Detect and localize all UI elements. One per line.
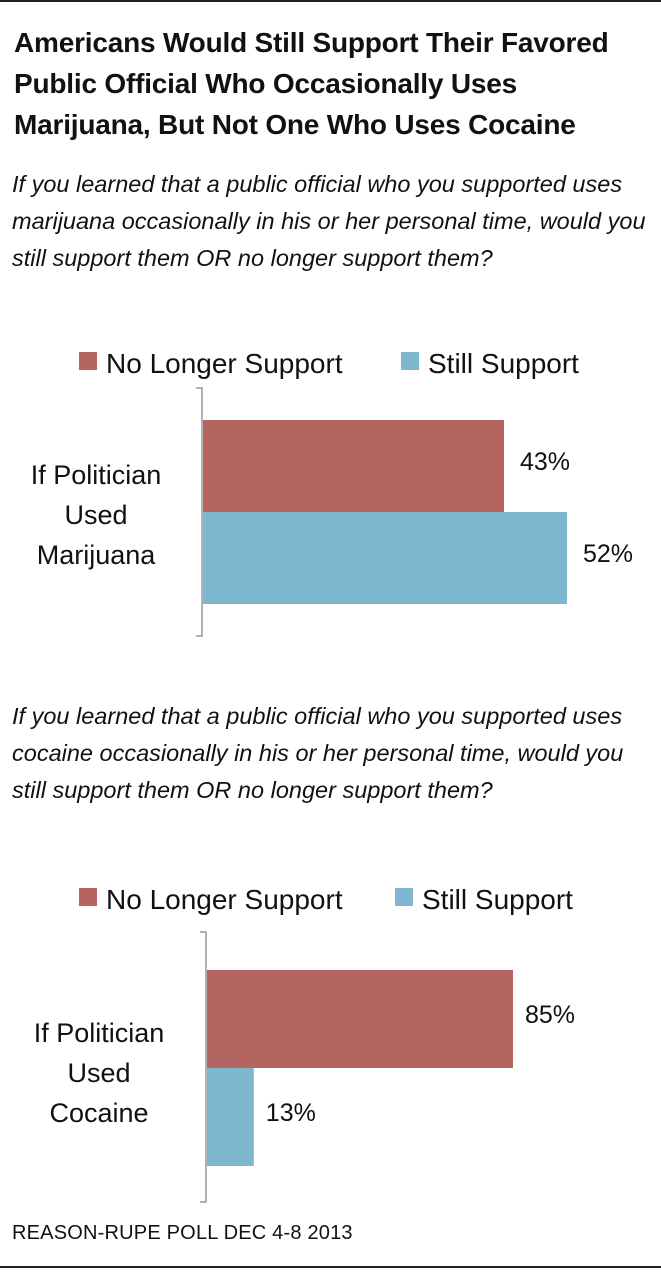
value-label-still-support: 13% bbox=[266, 1099, 316, 1127]
category-label-line-3: Marijuana bbox=[37, 540, 157, 570]
category-label-line-1: If Politician bbox=[31, 460, 162, 490]
category-label-line-2: Used bbox=[67, 1058, 130, 1088]
legend-label-no-longer: No Longer Support bbox=[106, 348, 343, 379]
value-label-no-longer-support: 85% bbox=[525, 1001, 575, 1029]
category-axis bbox=[196, 387, 203, 637]
bar-still-support bbox=[203, 512, 567, 604]
legend-swatch-no-longer bbox=[79, 888, 97, 906]
value-label-no-longer-support: 43% bbox=[520, 448, 570, 476]
legend-swatch-still bbox=[395, 888, 413, 906]
bar-still-support bbox=[207, 1068, 254, 1166]
question-cocaine: If you learned that a public official wh… bbox=[12, 703, 624, 803]
source-note: REASON-RUPE POLL DEC 4-8 2013 bbox=[12, 1222, 353, 1244]
value-label-still-support: 52% bbox=[583, 540, 633, 568]
category-label-line-3: Cocaine bbox=[49, 1098, 148, 1128]
top-rule bbox=[0, 0, 661, 2]
legend-label-still: Still Support bbox=[428, 348, 579, 379]
bar-no-longer-support bbox=[207, 970, 513, 1068]
category-label-line-2: Used bbox=[64, 500, 127, 530]
chart-marijuana: No Longer Support Still Support If Polit… bbox=[0, 336, 661, 646]
bottom-rule bbox=[0, 1266, 661, 1268]
bar-no-longer-support bbox=[203, 420, 504, 512]
legend-swatch-still bbox=[401, 352, 419, 370]
legend-swatch-no-longer bbox=[79, 352, 97, 370]
page-title: Americans Would Still Support Their Favo… bbox=[14, 27, 609, 140]
category-label-line-1: If Politician bbox=[34, 1018, 165, 1048]
chart-cocaine: No Longer Support Still Support If Polit… bbox=[0, 872, 661, 1212]
legend-label-no-longer: No Longer Support bbox=[106, 884, 343, 915]
question-marijuana: If you learned that a public official wh… bbox=[12, 171, 646, 271]
legend-label-still: Still Support bbox=[422, 884, 573, 915]
category-axis bbox=[200, 931, 207, 1203]
